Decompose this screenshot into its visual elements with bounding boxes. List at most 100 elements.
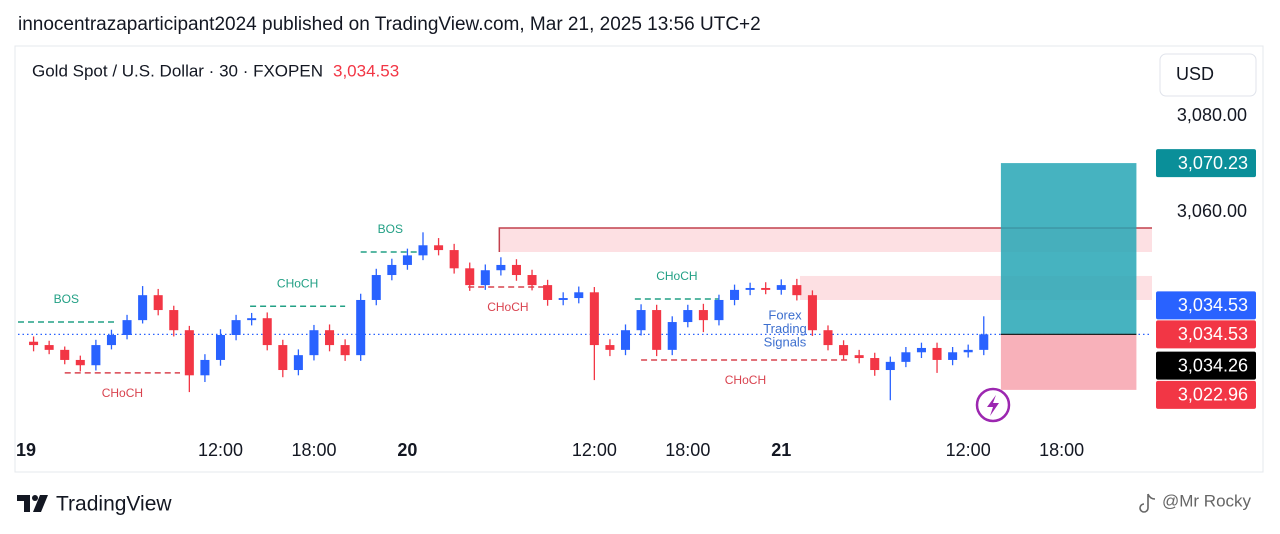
price-badge (1156, 320, 1256, 349)
candle-body (138, 295, 148, 321)
candle-body (776, 285, 786, 290)
candle-body (309, 330, 319, 356)
structure-label: CHoCH (277, 276, 318, 290)
structure-label: CHoCH (656, 269, 697, 283)
alert-bolt[interactable] (987, 395, 999, 416)
candle-body (932, 347, 942, 360)
price-badge (1156, 149, 1256, 178)
alert-icon[interactable] (975, 387, 1011, 423)
x-tick-label: 18:00 (291, 440, 336, 460)
candle-body (885, 361, 895, 371)
price-badge-label: 3,034.26 (1178, 355, 1248, 375)
structure-label: CHoCH (725, 373, 766, 387)
candle-body (730, 289, 740, 300)
tradingview-logo (17, 495, 48, 512)
candle-body (247, 318, 257, 321)
candle-body (916, 347, 926, 353)
candle-body (262, 318, 272, 346)
candle-body (854, 355, 864, 359)
candle-body (667, 322, 677, 350)
candle-body (963, 349, 973, 353)
x-tick-label: 21 (771, 440, 791, 460)
structure-label: BOS (378, 222, 403, 236)
credit: @Mr Rocky (1162, 491, 1252, 510)
x-tick-label: 12:00 (946, 440, 991, 460)
candle-body (683, 310, 693, 323)
watermark: Forex (768, 307, 802, 322)
candle-body (698, 310, 708, 321)
candle-body (91, 345, 101, 366)
watermark: Trading (763, 321, 807, 336)
structure-label: CHoCH (102, 386, 143, 400)
candle-body (527, 275, 537, 286)
candle-body (44, 345, 54, 350)
price-badge-label: 3,022.96 (1178, 385, 1248, 405)
candle-body (449, 250, 459, 269)
candle-body (652, 310, 662, 350)
chart-frame (14, 45, 1264, 473)
candle-body (75, 359, 85, 366)
candle-body (823, 330, 833, 346)
candle-body (325, 330, 335, 346)
candle-body (169, 310, 179, 331)
zone-border (498, 227, 1152, 252)
x-tick-label: 20 (397, 440, 417, 460)
candle-body (496, 264, 506, 271)
candle-body (543, 285, 553, 300)
candle-body (29, 341, 39, 346)
candle-body (714, 299, 724, 321)
logo-t (17, 495, 30, 512)
candle-body (589, 292, 599, 346)
currency-box[interactable] (1159, 53, 1257, 97)
candle-body (371, 275, 381, 300)
stop-loss-area (1000, 334, 1137, 390)
candle-body (200, 359, 210, 376)
candle-body (901, 352, 911, 362)
brand: TradingView (56, 493, 172, 516)
candle-body (839, 345, 849, 356)
candle-body (356, 299, 366, 356)
candle-body (480, 270, 490, 286)
chart-title: Gold Spot / U.S. Dollar · 30 · FXOPEN (32, 61, 323, 80)
candle-body (153, 295, 163, 311)
candle-body (418, 245, 428, 256)
candle-body (511, 264, 521, 276)
candle-body (574, 292, 584, 299)
candle-body (745, 287, 755, 290)
candle-body (948, 352, 958, 360)
candle-body (761, 287, 771, 290)
y-tick-label: 3,060.00 (1177, 201, 1247, 221)
candle-body (231, 320, 241, 335)
x-tick-label: 18:00 (665, 440, 710, 460)
candle-body (636, 310, 646, 331)
candle-body (434, 245, 444, 251)
x-tick-label: 12:00 (198, 440, 243, 460)
candle-body (278, 345, 288, 371)
price-badge-label: 3,070.23 (1178, 153, 1248, 173)
structure-label: CHoCH (487, 300, 528, 314)
candle-body (792, 285, 802, 296)
candle-body (215, 335, 226, 360)
candle-body (402, 255, 412, 265)
supply-zone (499, 228, 1153, 252)
price-badge-label: 3,034.53 (1178, 324, 1248, 344)
header-text: innocentrazaparticipant2024 published on… (18, 14, 761, 35)
currency[interactable]: USD (1176, 64, 1214, 84)
candle-body (60, 349, 70, 360)
candle-body (293, 355, 303, 371)
candle-body (340, 345, 350, 356)
x-tick-label: 19 (16, 440, 36, 460)
candle-body (387, 264, 397, 276)
logo-dot (32, 495, 38, 501)
candle-body (870, 358, 880, 371)
candle-body (184, 330, 194, 376)
logo-v (33, 495, 48, 512)
candle-body (605, 345, 615, 350)
last-price: 3,034.53 (333, 61, 399, 80)
watermark: Signals (764, 334, 807, 349)
candle-body (979, 334, 989, 350)
candle-body (558, 298, 568, 300)
candle-body (465, 268, 475, 286)
